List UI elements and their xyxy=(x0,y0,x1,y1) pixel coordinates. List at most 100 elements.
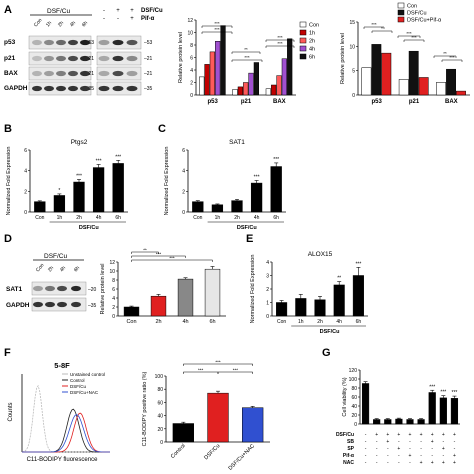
bar xyxy=(295,298,307,317)
flow-xlabel: C11-BODIPY fluorescence xyxy=(27,457,98,463)
x-tick-label: 6h xyxy=(273,215,279,221)
y-tick-label: 4 xyxy=(112,296,115,302)
bar xyxy=(371,44,382,96)
x-tick-label: p53 xyxy=(207,99,218,105)
treatment-sign: + xyxy=(409,432,412,438)
y-tick-label: 0 xyxy=(190,93,193,99)
treatment-sign: + xyxy=(453,432,456,438)
blot-marker: –21 xyxy=(144,71,153,77)
y-tick-label: 10 xyxy=(349,44,355,50)
legend-label: 1h xyxy=(309,31,315,37)
panel-letter-c: C xyxy=(158,123,166,135)
chart-a2-protein-levels: 0 5 10 15 Relative protein level p53 p21 BAX Con… xyxy=(340,2,470,105)
significance-bracket xyxy=(433,55,457,58)
y-tick-label: 10 xyxy=(187,31,193,37)
bar xyxy=(215,41,221,96)
treatment-sign: + xyxy=(130,16,134,22)
panel-g-treatment-table: DSF/Cu - + + + + + + + +SB - - + - - - + - -SP - - - + - - - + -Pif… xyxy=(336,432,456,466)
significance-label: ** xyxy=(143,248,147,253)
panel-letter-d: D xyxy=(4,233,12,245)
blot-lane-label: 2h xyxy=(57,20,65,28)
blot-a-bands xyxy=(28,35,92,96)
y-axis-label: Cell viability (%) xyxy=(342,377,348,416)
bar xyxy=(450,398,459,425)
treatment-sign: - xyxy=(409,446,411,452)
blot-band xyxy=(98,85,110,92)
x-tick-label: 2h xyxy=(317,319,323,325)
blot-band xyxy=(112,55,124,62)
blot-row-label: GAPDH xyxy=(4,85,28,92)
chart-c-sat1: 0 2 4 6 Normalized Fold Expression SAT1 Con 1h 2… xyxy=(164,139,286,231)
y-tick-label: 80 xyxy=(157,387,163,393)
blot-band xyxy=(80,70,90,77)
blot-lane-label: 6h xyxy=(73,265,81,273)
blot-band xyxy=(80,55,90,62)
significance-label: *** xyxy=(429,384,435,390)
y-tick-label: 80 xyxy=(351,386,357,392)
bar xyxy=(204,64,210,96)
y-tick-label: 60 xyxy=(351,395,357,401)
blot-band xyxy=(126,55,138,62)
blot-band xyxy=(68,55,78,62)
treatment-label: Pif-α xyxy=(141,16,155,22)
significance-label: *** xyxy=(355,261,361,267)
bar xyxy=(406,419,414,425)
blot-band xyxy=(98,55,110,62)
blot-a2-bands xyxy=(96,35,142,96)
x-tick-label: 2h xyxy=(155,319,161,325)
x-tick-label: BAX xyxy=(273,99,286,105)
x-tick-label: 2h xyxy=(234,215,240,221)
legend-swatch xyxy=(397,9,405,16)
bar xyxy=(439,397,447,425)
x-tick-label: 1h xyxy=(57,215,63,221)
blot-band xyxy=(56,39,66,46)
panel-letter-g: G xyxy=(322,347,331,359)
blot-band xyxy=(98,39,110,46)
blot-a2-markers: 53 21 21 35 –53 –21 –21 –35 xyxy=(88,40,152,92)
significance-bracket xyxy=(397,35,421,38)
bar xyxy=(314,299,326,317)
y-tick-label: 2 xyxy=(190,81,193,87)
treatment-sign: - xyxy=(365,453,367,459)
bar xyxy=(248,72,254,96)
treatment-sign: - xyxy=(387,453,389,459)
x-tick-label: Con xyxy=(193,215,202,221)
y-tick-label: 4 xyxy=(190,68,193,74)
blot-marker: –35 xyxy=(88,303,97,309)
bar xyxy=(123,306,140,317)
y-tick-label: 8 xyxy=(112,278,115,284)
bar xyxy=(381,52,392,96)
blot-band xyxy=(126,70,138,77)
x-tick-label: 6h xyxy=(115,215,121,221)
x-tick-label: 4h xyxy=(96,215,102,221)
significance-label: * xyxy=(58,188,60,194)
significance-bracket xyxy=(183,363,253,366)
x-tick-label: DSF/Cu+NAC xyxy=(228,443,257,472)
blot-a2-treatment-table: - + + DSF/Cu - - + Pif-α xyxy=(103,8,163,22)
significance-bracket xyxy=(131,255,186,258)
significance-bracket xyxy=(201,31,233,34)
panel-a-blot-right: - + + DSF/Cu - - + Pif-α 53 21 21 35 –53 –21 –21 –35 xyxy=(88,8,163,96)
flow-ylabel: Counts xyxy=(8,402,14,421)
y-tick-label: 2 xyxy=(112,305,115,311)
y-axis-label: Normalized Fold Expression xyxy=(250,255,256,324)
chart-title: SAT1 xyxy=(229,139,245,146)
y-tick-label: 2 xyxy=(24,189,27,195)
legend-swatch xyxy=(397,2,405,9)
treatment-sign: + xyxy=(409,453,412,459)
bar xyxy=(204,268,221,317)
y-tick-label: 100 xyxy=(155,374,164,380)
y-tick-label: 10 xyxy=(109,269,115,275)
bar xyxy=(361,67,372,96)
x-tick-label: p53 xyxy=(371,99,382,105)
blot-band xyxy=(68,39,78,46)
bar xyxy=(408,50,419,96)
bar xyxy=(276,75,282,96)
significance-label: *** xyxy=(76,173,82,179)
y-tick-label: 4 xyxy=(266,260,269,266)
blot-marker: –53 xyxy=(144,40,153,46)
blot-d-group-label: DSF/Cu xyxy=(44,253,68,260)
y-tick-label: 20 xyxy=(351,413,357,419)
panel-f-flow: 5-8F Unstained controlControlDSF/CuDSF/C… xyxy=(8,361,110,463)
treatment-sign: + xyxy=(386,439,389,445)
